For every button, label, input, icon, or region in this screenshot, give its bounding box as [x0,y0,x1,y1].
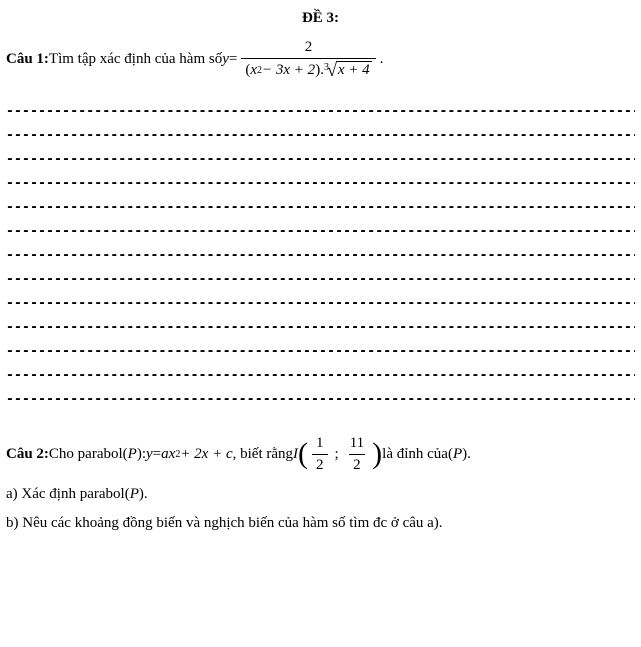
q2-semicolon: ; [335,446,339,463]
q1-text-before: Tìm tập xác định của hàm số [49,51,222,68]
q1-den-rest: − 3x + 2 [262,62,315,79]
q2-period: . [467,446,471,463]
q1-label: Câu 1: [6,51,49,68]
q2-vertex-close: ) [372,439,382,469]
q2-P2: P [453,446,462,463]
q2-vy-den: 2 [349,454,365,474]
q1-den-x: x [250,62,257,79]
q1-period: . [380,51,384,68]
q2a-P: P [130,486,139,503]
answer-line: ----------------------------------------… [6,147,635,171]
q2-vx-den: 2 [312,454,328,474]
answer-line: ----------------------------------------… [6,123,635,147]
answer-line: ----------------------------------------… [6,315,635,339]
answer-line: ----------------------------------------… [6,243,635,267]
question-2a: a) Xác định parabol ( P ) . [6,486,635,503]
q2b-text: b) Nêu các khoảng đồng biến và nghịch bi… [6,515,443,532]
q1-root-index: 3 [324,62,329,73]
answer-line: ----------------------------------------… [6,291,635,315]
q2-eq-a: ax [161,446,175,463]
q2-text-after: là đỉnh của [382,446,448,463]
q2-vx-num: 1 [312,435,328,454]
answer-line: ----------------------------------------… [6,195,635,219]
answer-line: ----------------------------------------… [6,99,635,123]
answer-line: ----------------------------------------… [6,267,635,291]
q1-radicand: x + 4 [336,61,372,79]
question-2b: b) Nêu các khoảng đồng biến và nghịch bi… [6,515,635,532]
q2-eq-rest: + 2x + c [180,446,232,463]
question-2: Câu 2: Cho parabol ( P ) : y = ax 2 + 2x… [6,435,635,474]
q1-lhs: y [222,51,229,68]
q1-denominator: ( x 2 − 3x + 2 ) . 3 √ x + 4 [241,58,375,79]
q1-eq: = [229,51,237,68]
q2-eq-lhs: y [146,446,153,463]
q1-root: 3 √ x + 4 [324,61,372,79]
q1-numerator: 2 [301,39,317,58]
question-1: Câu 1: Tìm tập xác định của hàm số y = 2… [6,39,635,79]
q2-vy-num: 11 [346,435,368,454]
q2-vertex-open: ( [298,439,308,469]
answer-line: ----------------------------------------… [6,339,635,363]
q2a-period: . [144,486,148,503]
q2a-text: a) Xác định parabol [6,486,125,503]
q2-eq-mid: = [153,446,161,463]
answer-lines: ----------------------------------------… [6,99,635,411]
q2-P: P [128,446,137,463]
q1-radical: √ x + 4 [327,61,372,79]
answer-line: ----------------------------------------… [6,387,635,411]
answer-line: ----------------------------------------… [6,219,635,243]
exam-title: ĐỀ 3: [6,10,635,27]
q2-vertex-x: 1 2 [312,435,328,474]
q1-fraction: 2 ( x 2 − 3x + 2 ) . 3 √ x + 4 [241,39,375,79]
q2-text-mid: , biết rằng [233,446,293,463]
q2-text-before: Cho parabol [49,446,123,463]
q2-vertex-y: 11 2 [346,435,368,474]
q2-label: Câu 2: [6,446,49,463]
answer-line: ----------------------------------------… [6,363,635,387]
answer-line: ----------------------------------------… [6,171,635,195]
